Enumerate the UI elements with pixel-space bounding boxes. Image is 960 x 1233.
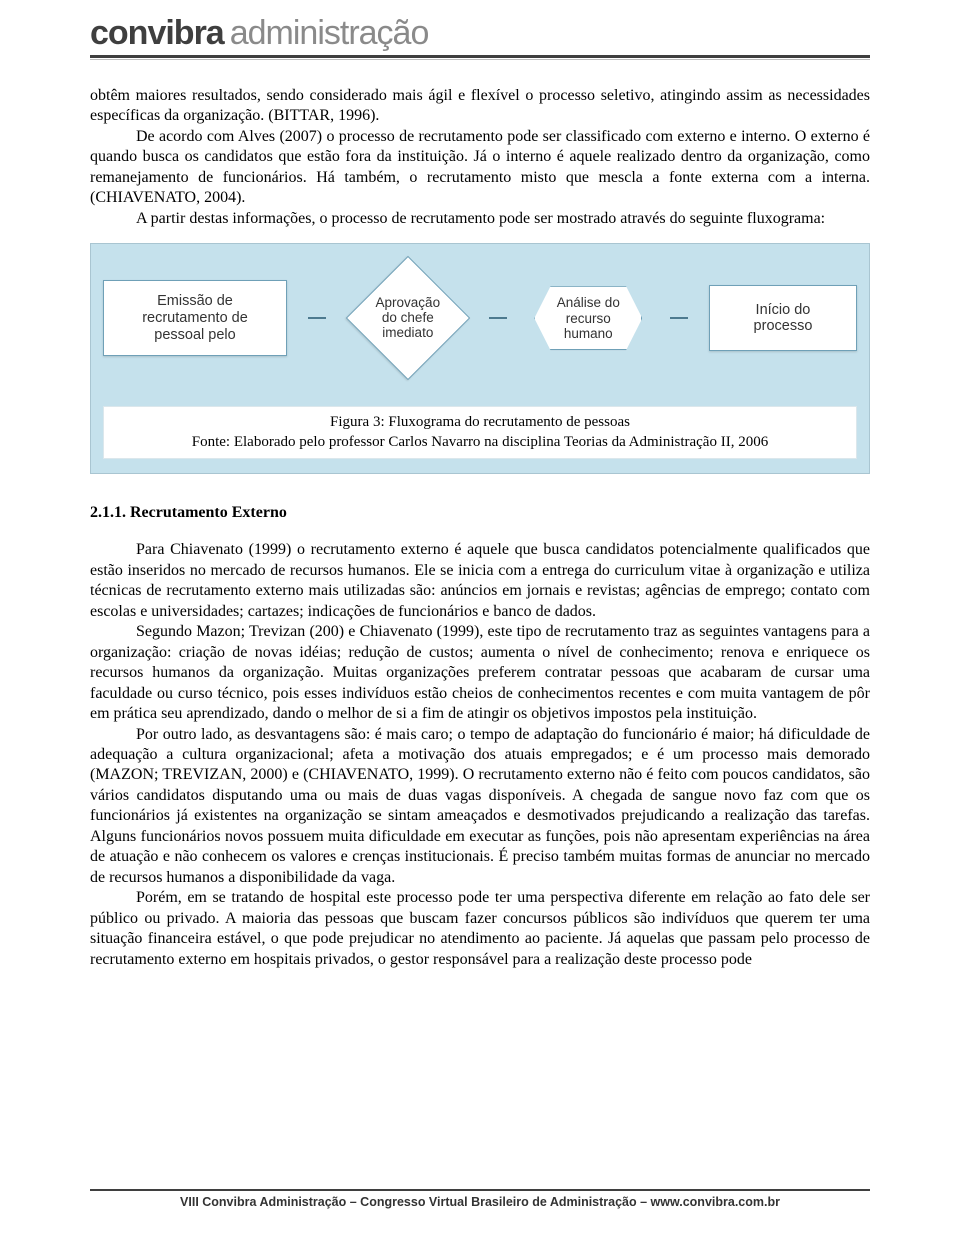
flow-node-analise: Análise dorecursohumano	[534, 286, 642, 350]
header-rule-thin	[90, 59, 870, 60]
flow-node-emissao: Emissão derecrutamento depessoal pelo	[103, 280, 287, 356]
flow-node-aprovacao: Aprovaçãodo chefeimediato	[345, 256, 469, 380]
page-header: convibra administração	[90, 0, 870, 60]
flow-node-analise-wrap: Análise dorecursohumano	[528, 278, 648, 358]
flowchart-row: Emissão derecrutamento depessoal pelo Ap…	[103, 270, 857, 366]
flow-node-analise-label: Análise dorecursohumano	[557, 295, 620, 342]
paragraph-2: De acordo com Alves (2007) o processo de…	[90, 127, 870, 209]
header-rule-thick	[90, 55, 870, 58]
flow-node-emissao-label: Emissão derecrutamento depessoal pelo	[142, 293, 248, 343]
flowchart-panel: Emissão derecrutamento depessoal pelo Ap…	[90, 243, 870, 474]
body-text-block-1: obtêm maiores resultados, sendo consider…	[90, 86, 870, 229]
body-text-block-2: Para Chiavenato (1999) o recrutamento ex…	[90, 540, 870, 970]
flowchart-caption: Figura 3: Fluxograma do recrutamento de …	[103, 406, 857, 459]
paragraph-6: Por outro lado, as desvantagens são: é m…	[90, 725, 870, 889]
paragraph-7: Porém, em se tratando de hospital este p…	[90, 888, 870, 970]
section-heading-2-1-1: 2.1.1. Recrutamento Externo	[90, 504, 870, 522]
logo-brand-bold: convibra	[90, 14, 224, 53]
flow-node-inicio: Início doprocesso	[709, 285, 857, 351]
flow-node-aprovacao-wrap: Aprovaçãodo chefeimediato	[348, 270, 468, 366]
flow-caption-line2: Fonte: Elaborado pelo professor Carlos N…	[114, 433, 846, 453]
logo-brand-light: administração	[230, 14, 429, 53]
flow-connector	[670, 317, 688, 319]
flow-caption-line1: Figura 3: Fluxograma do recrutamento de …	[114, 413, 846, 433]
footer-text: VIII Convibra Administração – Congresso …	[90, 1195, 870, 1209]
flow-node-inicio-label: Início doprocesso	[754, 302, 813, 335]
paragraph-1: obtêm maiores resultados, sendo consider…	[90, 86, 870, 127]
paragraph-4: Para Chiavenato (1999) o recrutamento ex…	[90, 540, 870, 622]
paragraph-5: Segundo Mazon; Trevizan (200) e Chiavena…	[90, 622, 870, 724]
flow-connector	[308, 317, 326, 319]
paragraph-3: A partir destas informações, o processo …	[90, 209, 870, 229]
footer-rule	[90, 1189, 870, 1191]
flow-node-aprovacao-label: Aprovaçãodo chefeimediato	[365, 296, 451, 341]
flow-connector	[489, 317, 507, 319]
page-footer: VIII Convibra Administração – Congresso …	[90, 1187, 870, 1209]
